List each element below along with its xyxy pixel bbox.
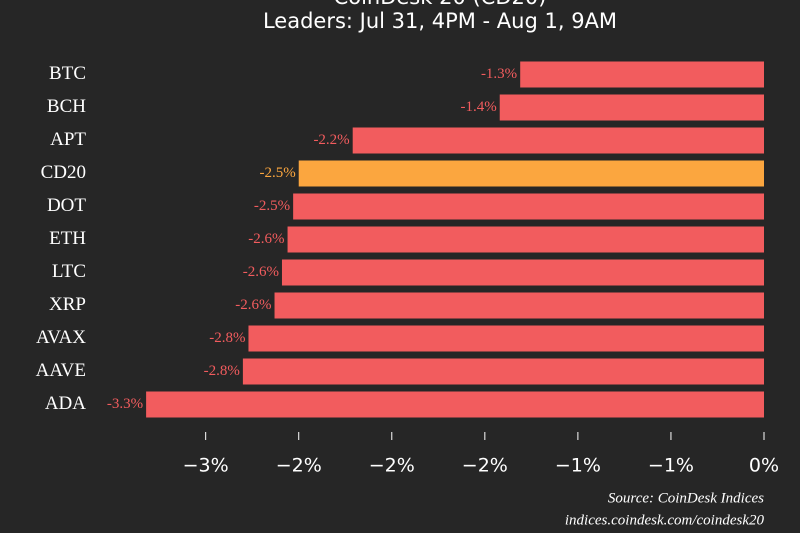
value-label: -1.4% xyxy=(460,99,496,115)
bar xyxy=(520,61,764,88)
category-label: ADA xyxy=(45,393,86,414)
category-label: AVAX xyxy=(36,327,86,348)
value-label: -2.6% xyxy=(235,297,271,313)
category-label: XRP xyxy=(49,294,86,315)
value-label: -2.8% xyxy=(204,363,240,379)
x-tick-label: −1% xyxy=(555,455,601,477)
x-tick-label: −2% xyxy=(276,455,322,477)
category-label: AAVE xyxy=(36,360,86,381)
bar xyxy=(287,226,764,253)
x-tick-label: −2% xyxy=(462,455,508,477)
x-tick-label: −1% xyxy=(648,455,694,477)
value-label: -2.6% xyxy=(248,231,284,247)
bar xyxy=(352,127,764,154)
x-tick-label: −3% xyxy=(183,455,229,477)
bar xyxy=(242,358,764,385)
bar xyxy=(274,292,764,319)
value-label: -2.5% xyxy=(254,198,290,214)
chart-title: CoinDesk 20 (CD20) xyxy=(334,0,547,9)
x-tick-label: 0% xyxy=(749,455,779,477)
value-label: -2.5% xyxy=(259,165,295,181)
bar xyxy=(281,259,764,286)
bar xyxy=(248,325,764,352)
bar xyxy=(499,94,764,121)
category-label: DOT xyxy=(47,195,86,216)
source: Source: CoinDesk Indices xyxy=(608,490,764,506)
x-tick-label: −2% xyxy=(369,455,415,477)
category-label: BCH xyxy=(47,96,86,117)
category-label: APT xyxy=(50,129,86,150)
value-label: -2.8% xyxy=(209,330,245,346)
source-url: indices.coindesk.com/coindesk20 xyxy=(565,512,765,528)
value-label: -3.3% xyxy=(107,396,143,412)
category-label: BTC xyxy=(49,63,86,84)
value-label: -2.2% xyxy=(313,132,349,148)
category-label: CD20 xyxy=(41,162,86,183)
bar xyxy=(293,193,764,220)
chart-subtitle: Leaders: Jul 31, 4PM - Aug 1, 9AM xyxy=(263,9,617,33)
category-label: ETH xyxy=(49,228,86,249)
bar xyxy=(298,160,764,187)
value-label: -2.6% xyxy=(243,264,279,280)
bar xyxy=(146,391,765,418)
category-label: LTC xyxy=(52,261,86,282)
value-label: -1.3% xyxy=(481,66,517,82)
